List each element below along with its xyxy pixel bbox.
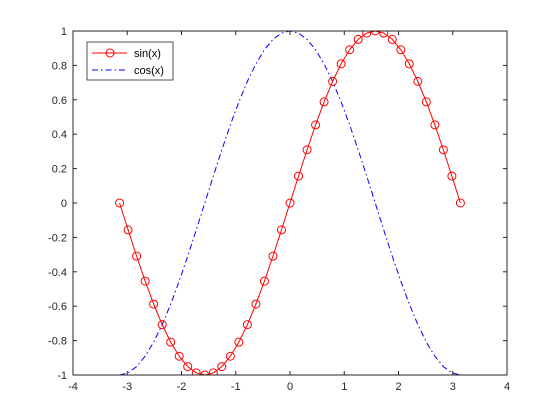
x-tick-label: -3 xyxy=(122,381,132,393)
y-tick-label: -0.6 xyxy=(48,301,67,313)
data-point-sinx xyxy=(404,59,414,69)
series-layer xyxy=(115,31,465,375)
y-tick-label: 0.8 xyxy=(52,60,67,72)
legend-marker-sin xyxy=(105,48,115,58)
y-tick-label: 0 xyxy=(61,198,67,210)
data-point-sinx xyxy=(302,145,312,155)
legend-label-cos: cos(x) xyxy=(134,65,164,77)
data-point-sinx xyxy=(413,76,423,86)
data-point-sinx xyxy=(353,34,363,44)
y-tick-label: 0.6 xyxy=(52,95,67,107)
data-point-sinx xyxy=(191,368,201,375)
series-line-sinx xyxy=(119,31,461,375)
data-point-sinx xyxy=(115,198,125,208)
data-point-sinx xyxy=(242,320,252,330)
data-point-sinx xyxy=(379,31,389,38)
data-point-sinx xyxy=(421,97,431,107)
x-tick-label: -1 xyxy=(231,381,241,393)
legend-box xyxy=(86,41,174,81)
data-point-sinx xyxy=(157,320,167,330)
data-point-sinx xyxy=(276,225,286,235)
tick-layer: -4 -3 -2 -1 0 1 2 3 4 -1 -0.8 -0.6 -0.4 -0.2 0 0.2 0.4 0.… xyxy=(48,26,510,393)
x-tick-label: 2 xyxy=(395,381,401,393)
data-point-sinx xyxy=(149,299,159,309)
x-tick-label: -2 xyxy=(177,381,187,393)
data-point-sinx xyxy=(396,45,406,55)
data-point-sinx xyxy=(217,362,227,372)
data-point-sinx xyxy=(455,198,465,208)
data-point-sinx xyxy=(123,225,133,235)
x-tick-label: 0 xyxy=(287,381,293,393)
y-tick-label: -0.8 xyxy=(48,336,67,348)
data-point-sinx xyxy=(430,120,440,130)
data-point-sinx xyxy=(387,34,397,44)
data-point-sinx xyxy=(166,337,176,347)
data-point-sinx xyxy=(132,251,142,261)
data-point-sinx xyxy=(328,76,338,86)
data-point-sinx xyxy=(294,171,304,181)
data-point-sinx xyxy=(447,171,457,181)
data-point-sinx xyxy=(140,276,150,286)
data-point-sinx xyxy=(345,45,355,55)
x-tick-label: 3 xyxy=(450,381,456,393)
data-point-sinx xyxy=(362,31,372,38)
x-tick-label: 1 xyxy=(341,381,347,393)
data-point-sinx xyxy=(268,251,278,261)
data-point-sinx xyxy=(200,370,210,375)
legend[interactable]: sin(x) cos(x) xyxy=(86,41,174,81)
data-point-sinx xyxy=(370,31,380,36)
data-point-sinx xyxy=(234,337,244,347)
y-tick-label: 0.4 xyxy=(52,129,67,141)
legend-label-sin: sin(x) xyxy=(134,48,161,60)
y-tick-label: 1 xyxy=(61,26,67,38)
data-point-sinx xyxy=(208,368,218,375)
data-point-sinx xyxy=(225,351,235,361)
data-point-sinx xyxy=(336,59,346,69)
y-tick-label: -1 xyxy=(57,370,67,382)
x-tick-label: -4 xyxy=(68,381,78,393)
x-tick-label: 4 xyxy=(504,381,510,393)
data-point-sinx xyxy=(285,198,295,208)
data-point-sinx xyxy=(311,120,321,130)
data-point-sinx xyxy=(259,276,269,286)
data-point-sinx xyxy=(438,145,448,155)
data-point-sinx xyxy=(183,362,193,372)
data-point-sinx xyxy=(174,351,184,361)
y-tick-label: 0.2 xyxy=(52,164,67,176)
y-tick-label: -0.2 xyxy=(48,232,67,244)
y-tick-label: -0.4 xyxy=(48,267,67,279)
data-point-sinx xyxy=(319,97,329,107)
data-point-sinx xyxy=(251,299,261,309)
